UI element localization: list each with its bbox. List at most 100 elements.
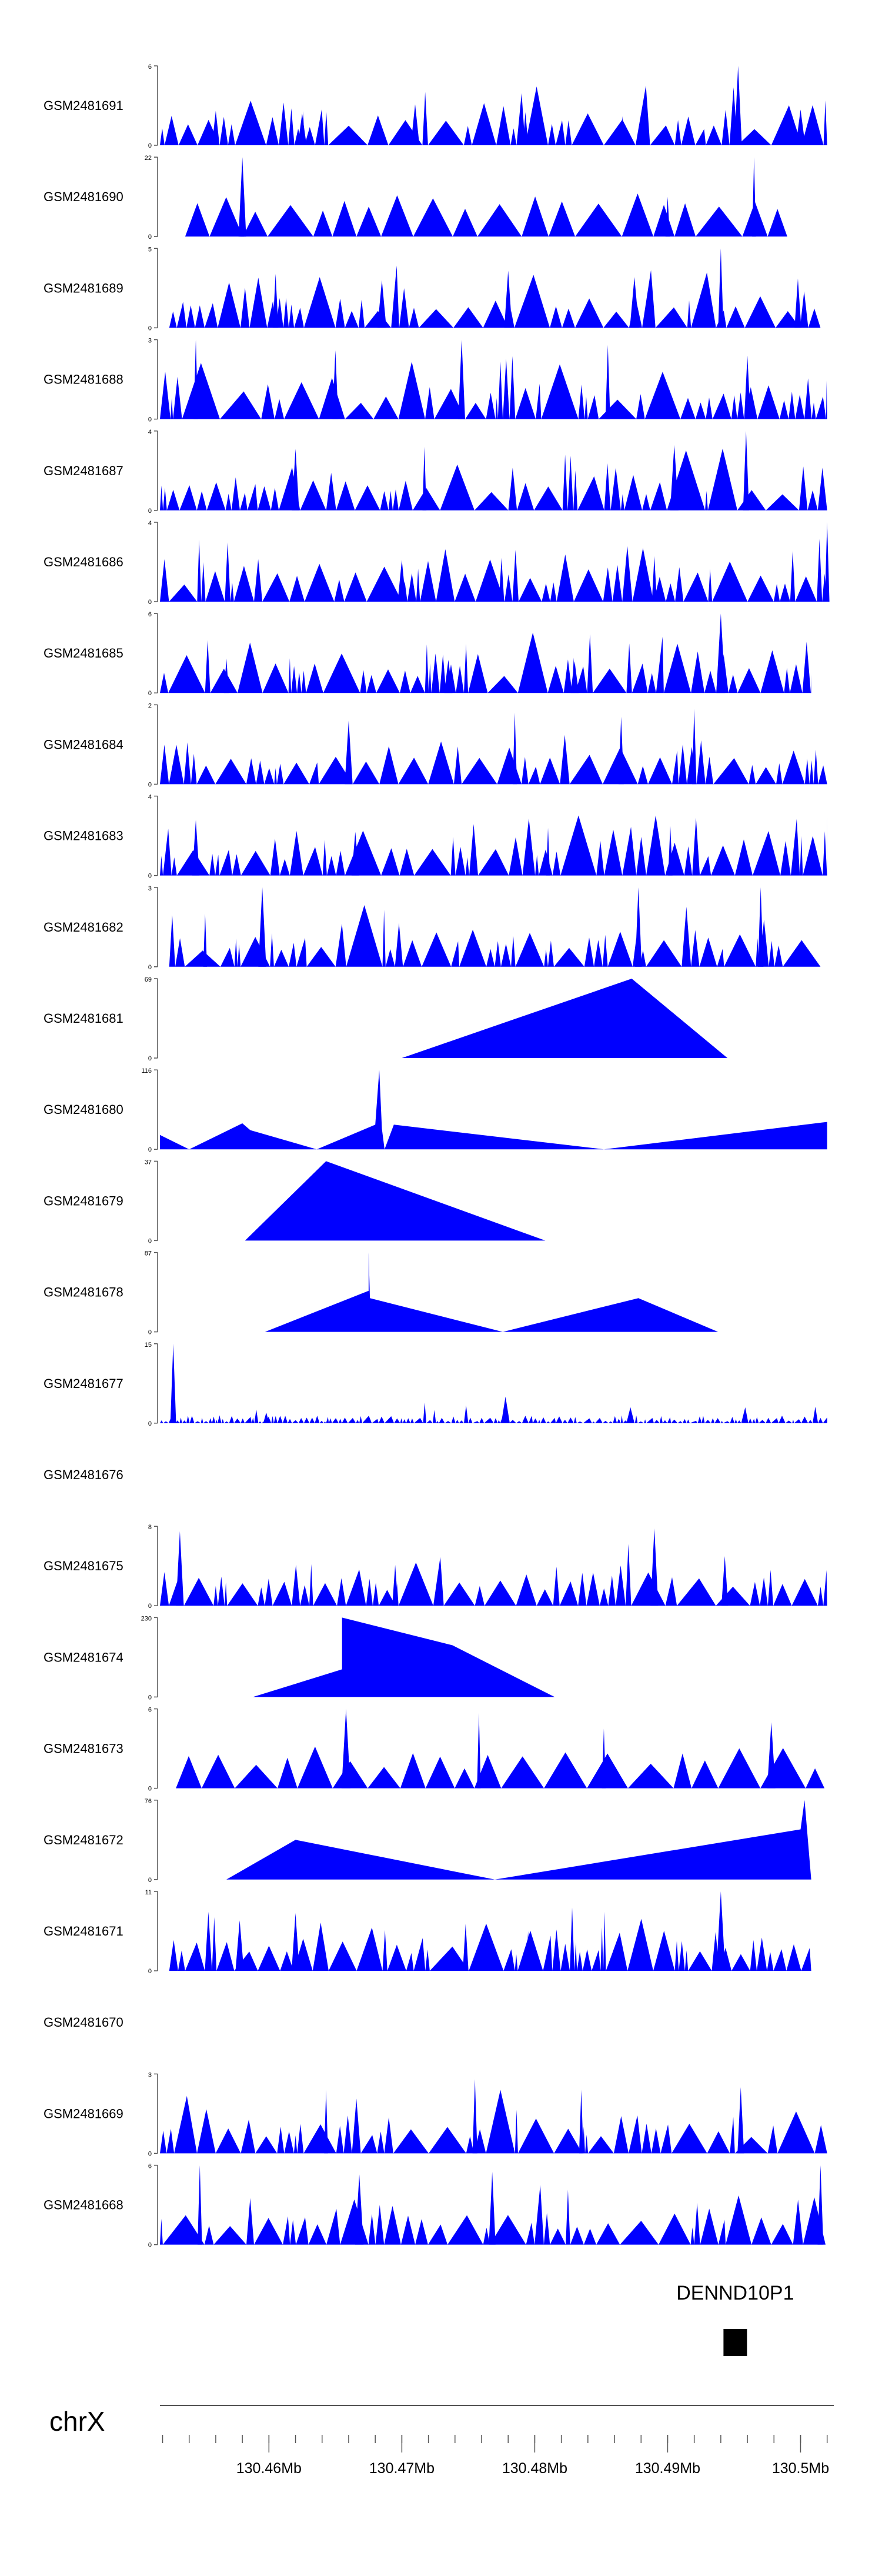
y-min-label: 0	[148, 873, 152, 880]
coverage-peak	[752, 157, 756, 237]
y-min-label: 0	[148, 1055, 152, 1062]
track-label: GSM2481675	[44, 1559, 123, 1573]
coverage-peak	[258, 887, 266, 967]
coverage-peak	[734, 66, 742, 145]
track-label: GSM2481680	[44, 1102, 123, 1117]
coverage-peak	[824, 522, 830, 602]
coverage-peak	[512, 712, 517, 785]
coverage-peak	[345, 720, 353, 785]
track-GSM2481669: GSM2481669 3 0	[44, 2071, 827, 2157]
coverage-peak	[263, 1412, 269, 1423]
axis-tick-label: 130.49Mb	[635, 2460, 700, 2477]
y-max-label: 6	[148, 1707, 152, 1714]
coverage-peak	[193, 339, 198, 419]
coverage-area	[160, 632, 811, 693]
y-max-label: 8	[148, 1524, 152, 1531]
y-min-label: 0	[148, 2150, 152, 2157]
coverage-peak	[422, 446, 427, 510]
track-label: GSM2481673	[44, 1741, 123, 1756]
y-min-label: 0	[148, 1877, 152, 1884]
coverage-peak	[291, 1913, 300, 1971]
track-GSM2481682: GSM2481682 3 0	[44, 885, 821, 971]
track-GSM2481685: GSM2481685 6 0	[44, 611, 811, 697]
axis-tick-label: 130.47Mb	[369, 2460, 435, 2477]
axis-tick-label: 130.48Mb	[502, 2460, 567, 2477]
coverage-peak	[212, 111, 220, 145]
coverage-peak	[635, 887, 642, 967]
y-min-label: 0	[148, 508, 152, 515]
y-max-label: 6	[148, 611, 152, 618]
coverage-peak	[570, 661, 579, 693]
y-min-label: 0	[148, 2242, 152, 2249]
track-label: GSM2481682	[44, 920, 123, 935]
y-min-label: 0	[148, 1968, 152, 1975]
coverage-peak	[176, 1531, 184, 1606]
coverage-area	[160, 1544, 827, 1606]
coverage-area	[245, 1161, 546, 1241]
y-max-label: 4	[148, 520, 152, 527]
y-max-label: 22	[145, 155, 152, 162]
track-label: GSM2481674	[44, 1650, 123, 1664]
track-GSM2481681: GSM2481681 69 0	[44, 976, 728, 1062]
coverage-tracks: GSM248169160GSM2481690220GSM248168950GSM…	[44, 64, 830, 2249]
coverage-peak	[298, 114, 307, 145]
axis-tick-label: 130.5Mb	[772, 2460, 829, 2477]
track-GSM2481687: GSM2481687 4 0	[44, 429, 827, 515]
coverage-peak	[397, 560, 406, 602]
coverage-peak	[477, 1713, 481, 1788]
coverage-peak	[620, 116, 624, 145]
y-min-label: 0	[148, 1420, 152, 1427]
y-max-label: 3	[148, 338, 152, 345]
coverage-peak	[794, 278, 801, 328]
coverage-peak	[170, 1343, 176, 1423]
y-min-label: 0	[148, 1694, 152, 1701]
coverage-peak	[501, 1396, 510, 1423]
coverage-peak	[691, 709, 697, 785]
coverage-peak	[650, 1528, 659, 1606]
y-min-label: 0	[148, 416, 152, 423]
coverage-peak	[630, 277, 639, 328]
coverage-area	[160, 448, 827, 510]
coverage-peak	[522, 112, 529, 145]
y-min-label: 0	[148, 325, 152, 332]
coverage-peak	[332, 350, 339, 419]
track-GSM2481674: GSM2481674 230 0	[44, 1615, 555, 1701]
track-GSM2481680: GSM2481680 116 0	[44, 1067, 827, 1153]
coverage-peak	[341, 1709, 351, 1788]
coverage-peak	[579, 2090, 584, 2154]
track-label: GSM2481668	[44, 2198, 123, 2213]
track-GSM2481679: GSM2481679 37 0	[44, 1159, 546, 1244]
track-label: GSM2481683	[44, 829, 123, 843]
coverage-peak	[626, 1407, 635, 1423]
track-label: GSM2481676	[44, 1467, 123, 1482]
y-max-label: 37	[145, 1159, 152, 1166]
y-min-label: 0	[148, 1237, 152, 1244]
y-max-label: 6	[148, 64, 152, 71]
y-max-label: 4	[148, 429, 152, 436]
coverage-peak	[716, 1891, 726, 1971]
coverage-area	[185, 193, 787, 237]
y-max-label: 87	[145, 1250, 152, 1257]
coverage-area	[402, 979, 728, 1058]
track-GSM2481690: GSM2481690 22 0	[44, 155, 787, 241]
coverage-peak	[499, 558, 505, 602]
coverage-area	[160, 356, 827, 419]
coverage-peak	[324, 2090, 328, 2154]
coverage-peak	[796, 109, 806, 145]
track-label: GSM2481679	[44, 1193, 123, 1208]
coverage-peak	[444, 659, 453, 693]
coverage-peak	[605, 345, 610, 419]
track-label: GSM2481672	[44, 1833, 123, 1847]
coverage-peak	[670, 445, 679, 510]
coverage-area	[160, 2184, 827, 2245]
coverage-area	[169, 905, 821, 967]
coverage-peak	[463, 1924, 469, 1971]
coverage-peak	[526, 1931, 530, 1971]
coverage-peak	[504, 271, 512, 328]
track-label: GSM2481678	[44, 1285, 123, 1300]
coverage-area	[160, 1070, 827, 1150]
y-max-label: 15	[145, 1342, 152, 1349]
coverage-peak	[737, 2087, 744, 2154]
coverage-peak	[355, 2174, 364, 2245]
coverage-area	[160, 735, 827, 785]
